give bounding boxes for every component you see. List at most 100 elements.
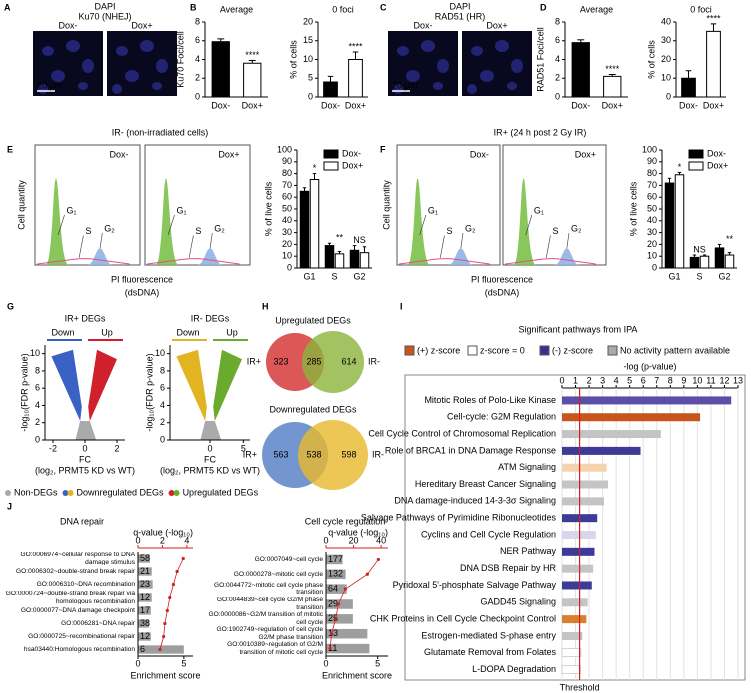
phase-label: G₂: [214, 223, 225, 233]
nucleus: [152, 82, 162, 90]
venn-count: 563: [273, 449, 288, 459]
nucleus: [51, 70, 65, 82]
bar: [309, 179, 320, 269]
x-tick-label: 5: [241, 443, 246, 453]
term-label-box: GO:0006281~DNA repair: [61, 620, 135, 627]
legend-swatch: [539, 345, 550, 356]
term-label: GO:0000077~DNA damage checkpoint: [20, 606, 135, 614]
panel-letter: J: [7, 501, 12, 511]
x-axis-label: -log (p-value): [623, 361, 676, 371]
y-tick-label: 4: [195, 54, 200, 64]
target-label: Ku70 (NHEJ): [78, 11, 131, 21]
chart-title: 0 foci: [690, 4, 712, 14]
condition-label: Dox+: [486, 20, 507, 30]
y-tick-label: 90: [647, 156, 657, 166]
legend-label: (+) z-score: [417, 345, 460, 355]
nucleus: [467, 84, 477, 94]
q-point: [365, 572, 369, 576]
term-label: GO:1902749~regulation of cell cycle G2/M…: [216, 626, 323, 641]
legend-swatch: [688, 149, 704, 159]
pathway-label: DNA damage-induced 14-3-3σ Signaling: [394, 496, 556, 506]
panel-letter: B: [190, 2, 197, 12]
section-title: IR+ (24 h post 2 Gy IR): [494, 127, 587, 137]
term-label-box: hsa03440:Homologous recombination: [24, 646, 135, 653]
x-tick-label: G1: [668, 271, 680, 281]
nucleus: [406, 70, 420, 82]
y-tick-label: 6: [195, 35, 200, 45]
x-axis-label: (log₂, PRMT5 KD vs WT): [160, 465, 260, 475]
bar: [562, 631, 583, 640]
up-label: Up: [101, 327, 113, 337]
term-label-box: GO:0000278~mitotic cell cycle: [234, 571, 323, 578]
bar: [299, 190, 310, 269]
y-tick-label: 15: [303, 35, 313, 45]
panel-letter: E: [7, 144, 13, 154]
bar: [571, 42, 590, 98]
leader-line: [460, 232, 464, 249]
down-label: Down: [176, 327, 199, 337]
phase-label: S: [85, 226, 91, 236]
x-axis-label: Enrichment score: [322, 670, 392, 680]
term-label: GO:0006302~double-strand break repair: [16, 567, 135, 575]
condition-label: Dox-: [109, 149, 128, 159]
bar: [706, 30, 721, 98]
bar: [562, 413, 701, 422]
x-tick-label: 8: [668, 375, 673, 385]
significance: *: [313, 163, 317, 173]
pathway-label: DNA DSB Repair by HR: [460, 563, 557, 573]
legend-label: Dox+: [707, 160, 728, 170]
x-tick-label: 0: [207, 443, 212, 453]
nucleus: [421, 40, 435, 52]
g1-peak: [407, 178, 430, 265]
venn-title: Upregulated DEGs: [275, 315, 351, 325]
term-label: GO:0044772~mitotic cell cycle phase tran…: [213, 581, 323, 597]
y-tick-label: 40: [661, 16, 671, 26]
q-point: [329, 632, 334, 636]
gene-count: 23: [140, 579, 150, 589]
y-axis-label: RAD51 Foci/cell: [535, 27, 545, 92]
fit-line: [504, 258, 596, 265]
leader-line: [78, 235, 84, 258]
panel-letter: A: [4, 2, 11, 12]
set-label: IR-: [372, 449, 384, 459]
y-tick-label: 4: [555, 54, 560, 64]
legend-swatch: [323, 161, 339, 171]
pathway-label: Salvage Pathways of Pyrimidine Ribonucle…: [361, 513, 557, 523]
pathway-label: NER Pathway: [500, 546, 557, 556]
panel-letter: I: [400, 301, 403, 311]
q-point: [165, 608, 169, 613]
x-tick-label: 7: [654, 375, 659, 385]
x-tick-label: 5: [627, 375, 632, 385]
stain-label: DAPI: [449, 1, 470, 11]
y-tick-label: 10: [303, 54, 313, 64]
condition-label: Dox+: [218, 149, 239, 159]
x-tick-label: Dox+: [345, 100, 366, 110]
term-label-box: GO:0000724~double-strand break repair vi…: [6, 591, 135, 604]
y-tick-label: 70: [647, 180, 657, 190]
y-tick-label: 0: [308, 91, 313, 101]
g1-peak: [155, 178, 179, 265]
y-tick-label: 0: [652, 262, 657, 272]
y-tick-label: 4: [35, 400, 40, 410]
y-axis-label: Cell quantity: [381, 180, 391, 230]
venn-count: 285: [306, 356, 321, 366]
x-axis-label: (log₂, PRMT5 KD vs WT): [35, 465, 135, 475]
up-label: Up: [226, 327, 238, 337]
term-label: GO:0000725~recombinational repair: [28, 632, 135, 640]
x-tick-label: 11: [706, 375, 715, 385]
y-tick-label: 8: [555, 16, 560, 26]
g1-peak: [45, 178, 69, 265]
legend-label: Downregulated DEGs: [77, 487, 165, 497]
down-label: Down: [51, 327, 74, 337]
x-tick-label: 4: [614, 375, 619, 385]
nucleus: [82, 59, 94, 73]
bar: [562, 615, 587, 624]
x-tick-label: G2: [718, 271, 730, 281]
bar: [562, 396, 732, 405]
bar: [138, 619, 149, 628]
y-axis-label: -log₁₀(FDR p-value): [19, 353, 29, 431]
legend-label: Dox+: [342, 160, 363, 170]
y-axis-label: -log₁₀(FDR p-value): [144, 353, 154, 431]
x-tick-label: 0: [323, 658, 328, 668]
phase-label: S: [195, 226, 201, 236]
